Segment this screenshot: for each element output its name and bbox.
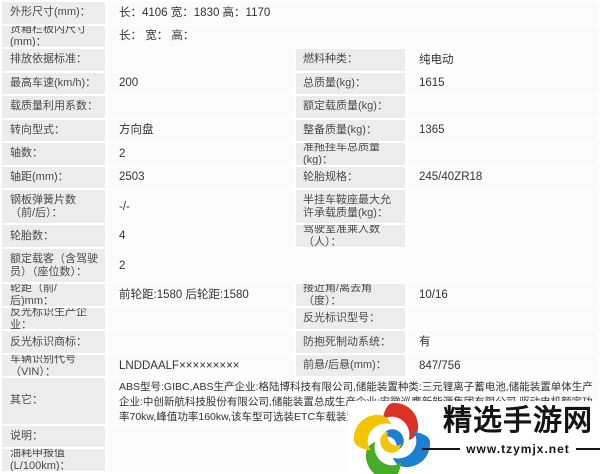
row-label: 车辆识别代号（VIN）： bbox=[2, 354, 105, 377]
table-row: 额定载客（含驾驶员）（座位数）： 2 bbox=[2, 248, 598, 283]
site-name: 精选手游网 bbox=[442, 405, 593, 437]
table-row: 货箱栏板内尺寸(mm)： 长： 宽： 高： bbox=[2, 25, 598, 47]
pinwheel-logo-icon bbox=[354, 403, 430, 474]
row-label: 轮胎数： bbox=[2, 225, 105, 247]
row-label: 轮距（前/后)mm： bbox=[2, 284, 105, 306]
row-value: 847/756 bbox=[408, 354, 598, 377]
table-row: 轮胎数： 4 驾驶室准乘人数（人）： bbox=[2, 225, 598, 247]
row-value vin-value: LNDDAALF××××××××× bbox=[108, 354, 293, 377]
table-row: 载质量利用系数： 额定载质量(kg)： bbox=[2, 96, 598, 118]
table-row: 外形尺寸(mm)： 长：4106 宽：1830 高：1170 bbox=[2, 2, 598, 24]
row-label: 接近角/离去角（度）： bbox=[296, 284, 405, 306]
row-value: 10/16 bbox=[408, 284, 598, 306]
row-value bbox=[108, 49, 293, 71]
row-value bbox=[108, 307, 293, 330]
row-value: 4 bbox=[108, 225, 293, 247]
row-value bbox=[408, 225, 598, 247]
table-row: 反光标识生产企业： 反光标识型号： bbox=[2, 307, 598, 330]
row-label: 驾驶室准乘人数（人）： bbox=[296, 225, 405, 247]
row-value: 有 bbox=[408, 331, 598, 353]
row-label: 货箱栏板内尺寸(mm)： bbox=[2, 25, 105, 47]
table-row: 轮距（前/后)mm： 前轮距:1580 后轮距:1580 接近角/离去角（度）：… bbox=[2, 284, 598, 306]
row-label: 半挂车鞍座最大允许承载质量(kg)： bbox=[296, 190, 405, 224]
row-value: 2 bbox=[108, 143, 293, 165]
row-value: 2503 bbox=[108, 166, 293, 188]
table-row: 转向型式： 方向盘 整备质量(kg)： 1365 bbox=[2, 119, 598, 141]
row-value: 200 bbox=[108, 72, 293, 94]
row-value: 长： 宽： 高： bbox=[108, 25, 598, 47]
divider-line bbox=[422, 448, 461, 450]
row-value bbox=[108, 331, 293, 353]
row-label: 反光标识生产企业： bbox=[2, 307, 105, 330]
row-value: 1365 bbox=[408, 119, 598, 141]
row-value: -/- bbox=[108, 190, 293, 224]
row-value bbox=[408, 143, 598, 165]
table-row: 钢板弹簧片数（前/后）： -/- 半挂车鞍座最大允许承载质量(kg)： bbox=[2, 190, 598, 224]
row-label: 前悬/后悬(mm)： bbox=[296, 354, 405, 377]
row-value: 长：4106 宽：1830 高：1170 bbox=[108, 2, 598, 24]
row-label: 排放依据标准： bbox=[2, 49, 105, 71]
row-label: 油耗申报值(L/100km)： bbox=[2, 449, 105, 471]
table-row: 轴距(mm)： 2503 轮胎规格： 245/40ZR18 bbox=[2, 166, 598, 188]
row-label: 外形尺寸(mm)： bbox=[2, 2, 105, 24]
row-value bbox=[408, 307, 598, 330]
table-row: 轴数： 2 准拖挂车总质量(kg)： bbox=[2, 143, 598, 165]
row-value bbox=[108, 96, 293, 118]
row-value: 前轮距:1580 后轮距:1580 bbox=[108, 284, 293, 306]
row-label: 轮胎规格： bbox=[296, 166, 405, 188]
row-label: 燃料种类： bbox=[296, 49, 405, 71]
site-url: www.tzymjx.net bbox=[466, 442, 570, 456]
row-label: 其它： bbox=[2, 378, 105, 424]
row-value bbox=[408, 190, 598, 224]
watermark-text: 精选手游网 www.tzymjx.net bbox=[422, 403, 600, 456]
table-row: 反光标识商标： 防抱死制动系统： 有 bbox=[2, 331, 598, 353]
row-label: 轴数： bbox=[2, 143, 105, 165]
row-label: 防抱死制动系统： bbox=[296, 331, 405, 353]
row-label: 准拖挂车总质量(kg)： bbox=[296, 143, 405, 165]
row-value bbox=[408, 96, 598, 118]
row-label: 说明： bbox=[2, 425, 105, 448]
table-row: 车辆识别代号（VIN）： LNDDAALF××××××××× 前悬/后悬(mm)… bbox=[2, 354, 598, 377]
row-label: 额定载质量(kg)： bbox=[296, 96, 405, 118]
row-label: 反光标识型号： bbox=[296, 307, 405, 330]
row-label: 最高车速(km/h)： bbox=[2, 72, 105, 94]
row-value: 2 bbox=[108, 248, 598, 283]
table-row: 最高车速(km/h)： 200 总质量(kg)： 1615 bbox=[2, 72, 598, 94]
site-url-row: www.tzymjx.net bbox=[422, 442, 600, 456]
row-label: 反光标识商标： bbox=[2, 331, 105, 353]
row-label: 整备质量(kg)： bbox=[296, 119, 405, 141]
row-value: 245/40ZR18 bbox=[408, 166, 598, 188]
row-value: 纯电动 bbox=[408, 49, 598, 71]
row-label: 总质量(kg)： bbox=[296, 72, 405, 94]
row-value: 方向盘 bbox=[108, 119, 293, 141]
watermark: 精选手游网 www.tzymjx.net bbox=[348, 401, 600, 474]
row-label: 轴距(mm)： bbox=[2, 166, 105, 188]
divider-line bbox=[575, 448, 600, 450]
row-label: 载质量利用系数： bbox=[2, 96, 105, 118]
row-label: 钢板弹簧片数（前/后）： bbox=[2, 190, 105, 224]
row-value: 1615 bbox=[408, 72, 598, 94]
table-row: 排放依据标准： 燃料种类： 纯电动 bbox=[2, 49, 598, 71]
row-label: 转向型式： bbox=[2, 119, 105, 141]
row-label: 额定载客（含驾驶员）（座位数）： bbox=[2, 248, 105, 283]
